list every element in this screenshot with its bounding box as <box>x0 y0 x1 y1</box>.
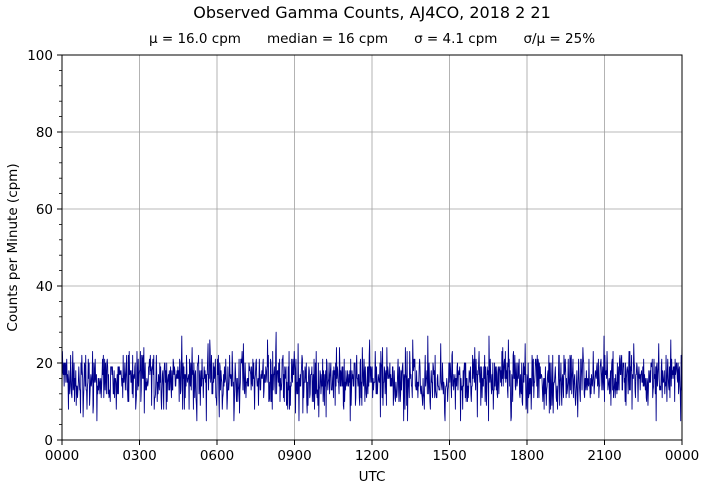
x-tick-label: 2100 <box>587 448 621 464</box>
x-tick-label: 0600 <box>200 448 234 464</box>
ticks: 0000 0300 0600 0900 1200 1500 1800 2100 00000204… <box>27 48 699 464</box>
y-tick-label: 100 <box>27 48 53 64</box>
stat-mean: μ = 16.0 cpm <box>148 31 241 47</box>
y-axis-label: Counts per Minute (cpm) <box>5 163 21 331</box>
series-layer <box>61 331 683 422</box>
stat-median: median = 16 cpm <box>266 31 389 47</box>
x-tick-label: 1800 <box>510 448 544 464</box>
x-tick-label: 1500 <box>432 448 466 464</box>
series-line-counts <box>61 331 683 422</box>
x-tick-label: 0000 <box>45 448 79 464</box>
y-tick-label: 60 <box>36 202 53 218</box>
x-tick-label: 1200 <box>355 448 389 464</box>
chart-stats-line: μ = 16.0 cpm median = 16 cpm σ = 4.1 cpm σ/… <box>62 31 682 47</box>
chart-title: Observed Gamma Counts, AJ4CO, 2018 2 21 <box>193 3 551 22</box>
x-axis-label: UTC <box>359 469 386 485</box>
y-tick-label: 40 <box>36 279 53 295</box>
x-tick-label: 0000 <box>665 448 699 464</box>
y-tick-label: 80 <box>36 125 53 141</box>
y-tick-label: 0 <box>44 433 53 449</box>
x-tick-label: 0900 <box>277 448 311 464</box>
x-tick-label: 0300 <box>122 448 156 464</box>
stat-cv: σ/μ = 25% <box>523 31 596 47</box>
stat-sigma: σ = 4.1 cpm <box>414 31 498 47</box>
y-tick-label: 20 <box>36 356 53 372</box>
